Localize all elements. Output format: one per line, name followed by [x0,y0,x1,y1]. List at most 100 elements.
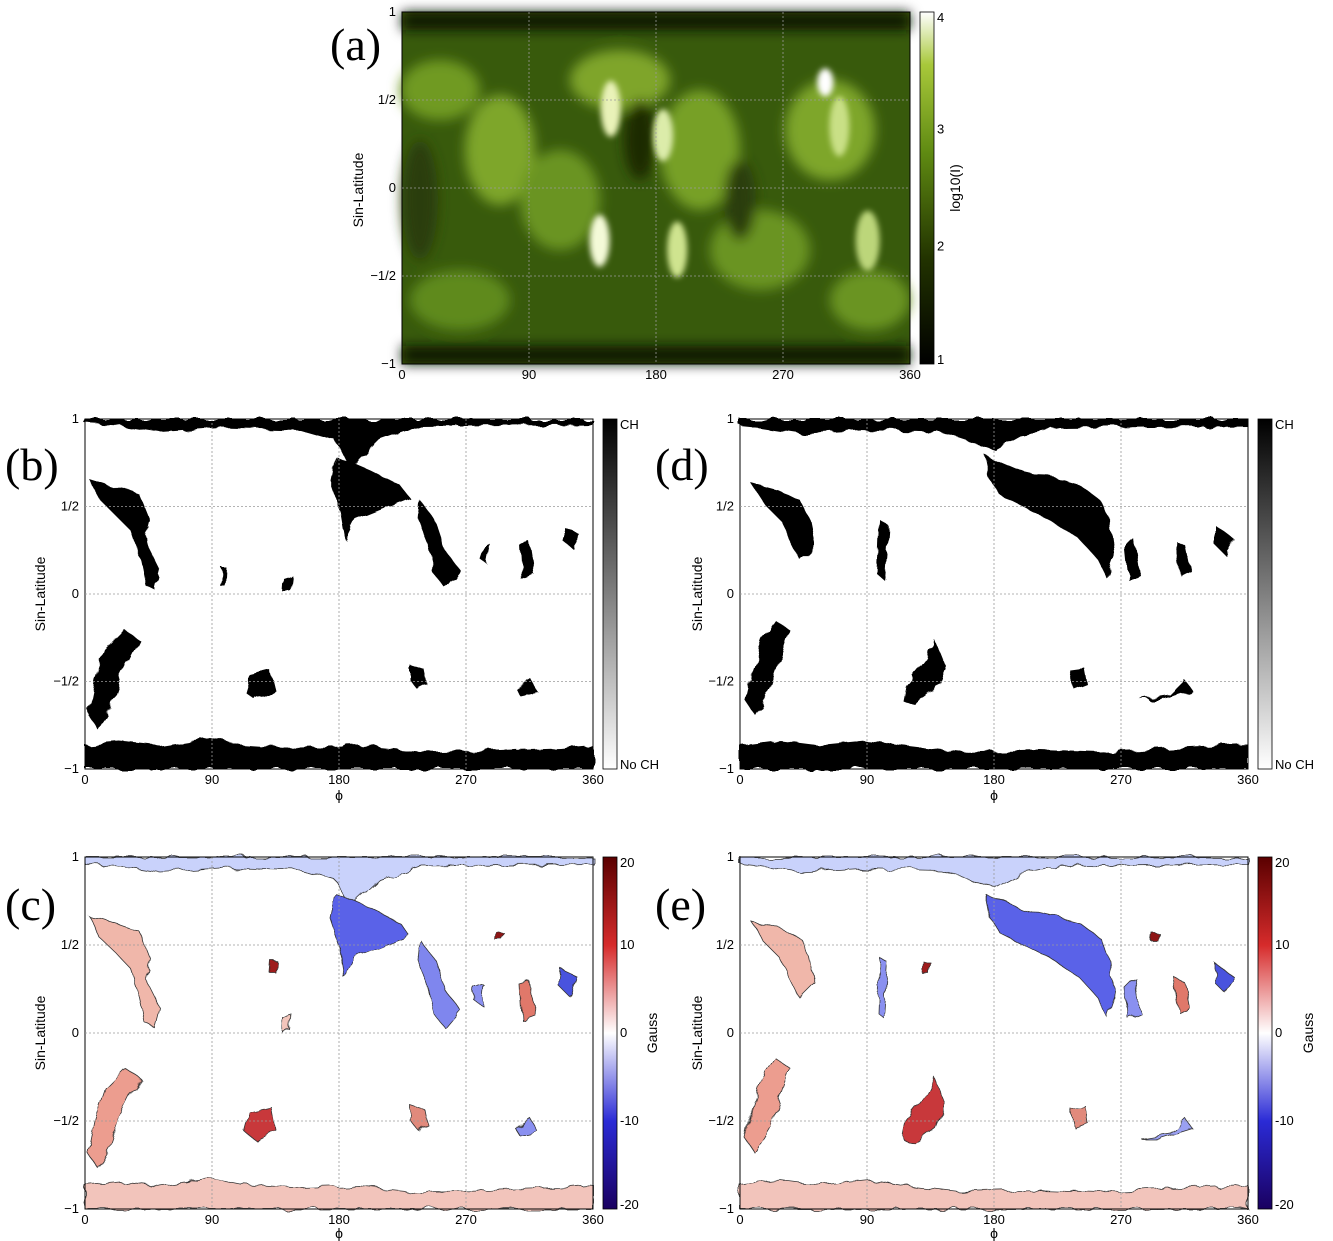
colorbar-tick-label: -10 [1275,1113,1294,1128]
field-patch-negative [557,967,576,996]
colorbar-tick-label: 0 [1275,1025,1282,1040]
ch-patch [1140,680,1192,700]
colorbar-c: -20 -10 0 10 20 Gauss [602,855,660,1212]
plot-area-b [84,418,594,770]
colorbar-tick-label: -20 [1275,1197,1294,1212]
ch-patch [985,455,1115,580]
field-patch-positive [244,1107,277,1141]
bright-feature [817,68,834,97]
bright-feature [653,109,674,162]
axis-ticks-d: 0 90 180 270 360 −1 −1/2 0 1/2 1 [708,411,1259,787]
colorbar-gradient-a [919,11,935,365]
y-tick-label: −1/2 [53,1113,79,1128]
colorbar-tick-label: 20 [620,855,634,870]
plot-area-c [84,856,594,1210]
field-patch-positive [87,1067,141,1169]
ch-patch [750,482,815,560]
x-tick-label: 180 [328,1212,350,1227]
panel-a: (a) [330,4,963,382]
colorbar-tick-label: 4 [937,10,944,25]
y-axis-label-c: Sin-Latitude [32,995,48,1070]
ch-patch [418,500,460,588]
y-tick-label: 1/2 [716,499,734,514]
ch-patch [515,678,538,696]
y-tick-label: 0 [727,1025,734,1040]
y-tick-label: 0 [727,586,734,601]
x-tick-label: 90 [205,772,219,787]
x-tick-label: 270 [1110,772,1132,787]
ch-patch [481,545,492,565]
x-tick-label: 0 [81,1212,88,1227]
colorbar-tick-label: 10 [620,937,634,952]
field-patch-positive [494,931,504,941]
panel-b: (b) 0 90 180 270 360−1−1/201/ [5,411,659,803]
grid-a [402,12,910,364]
x-tick-label: 0 [398,367,405,382]
field-patch-positive [268,959,277,973]
bright-feature [589,214,610,267]
panel-c: (c) 0 90 180 270 360 [5,849,660,1241]
colorbar-ticks-e: -20 -10 0 10 20 [1275,855,1294,1212]
x-tick-label: 270 [455,1212,477,1227]
ch-patch [878,520,888,580]
colorbar-tick-label: 10 [1275,937,1289,952]
panel-label-c: (c) [5,879,56,930]
field-patch-negative [329,892,411,980]
colorbar-gradient-c [602,856,618,1210]
x-tick-label: 180 [983,772,1005,787]
panel-label-d: (d) [655,439,709,490]
colorbar-label-e: Gauss [1300,1013,1316,1053]
y-tick-label: −1/2 [370,268,396,283]
x-tick-label: 180 [328,772,350,787]
colorbar-tick-label: 3 [937,121,944,136]
ch-patch [410,665,428,690]
y-tick-label: −1/2 [708,674,734,689]
panel-label-e: (e) [655,879,706,930]
y-tick-label: 1/2 [378,92,396,107]
colorbar-tick-label: -20 [620,1197,639,1212]
y-tick-label: −1 [64,761,79,776]
bright-loops-a [589,68,880,278]
y-tick-label: −1/2 [53,674,79,689]
field-patch-positive [1149,931,1159,941]
y-tick-label: 0 [389,180,396,195]
plot-area-a [400,11,911,365]
y-tick-label: 0 [72,1025,79,1040]
x-tick-label: 360 [1237,1212,1259,1227]
x-tick-label: 360 [582,772,604,787]
grid-b [85,419,593,769]
colorbar-ticks-c: -20 -10 0 10 20 [620,855,639,1212]
y-tick-label: 1/2 [716,937,734,952]
grid-c [85,857,593,1209]
y-tick-label: −1 [64,1201,79,1216]
x-tick-label: 360 [899,367,921,382]
x-tick-label: 270 [1110,1212,1132,1227]
y-axis-label-d: Sin-Latitude [689,556,705,631]
colorbar-tick-label: -10 [620,1113,639,1128]
colorbar-tick-label: 2 [937,239,944,254]
x-tick-label: 0 [736,1212,743,1227]
heatmap-texture-a [400,12,910,364]
field-patch-positive [519,981,536,1021]
bright-feature [600,80,621,137]
bright-feature [855,210,880,271]
y-tick-label: 1 [72,411,79,426]
field-patch-negative [984,892,1116,1020]
ch-regions-d [740,419,1248,769]
x-tick-label: 90 [860,772,874,787]
field-patch-positive [281,1014,293,1033]
colorbar-tick-label: CH [620,417,639,432]
colorbar-gradient-d [1257,418,1273,770]
x-tick-label: 180 [645,367,667,382]
x-tick-label: 90 [860,1212,874,1227]
field-patch-positive [922,961,931,975]
colorbar-a: 1 2 3 4 log10(I) [919,10,963,367]
x-tick-label: 270 [455,772,477,787]
ch-patch [1215,525,1235,555]
x-tick-label: 0 [736,772,743,787]
field-patch-negative [1139,1117,1193,1139]
y-tick-label: 0 [72,586,79,601]
y-tick-label: 1 [727,849,734,864]
axis-ticks-b: 0 90 180 270 360 −1 −1/2 0 1/2 1 [53,411,604,787]
field-patch-negative [877,957,889,1019]
